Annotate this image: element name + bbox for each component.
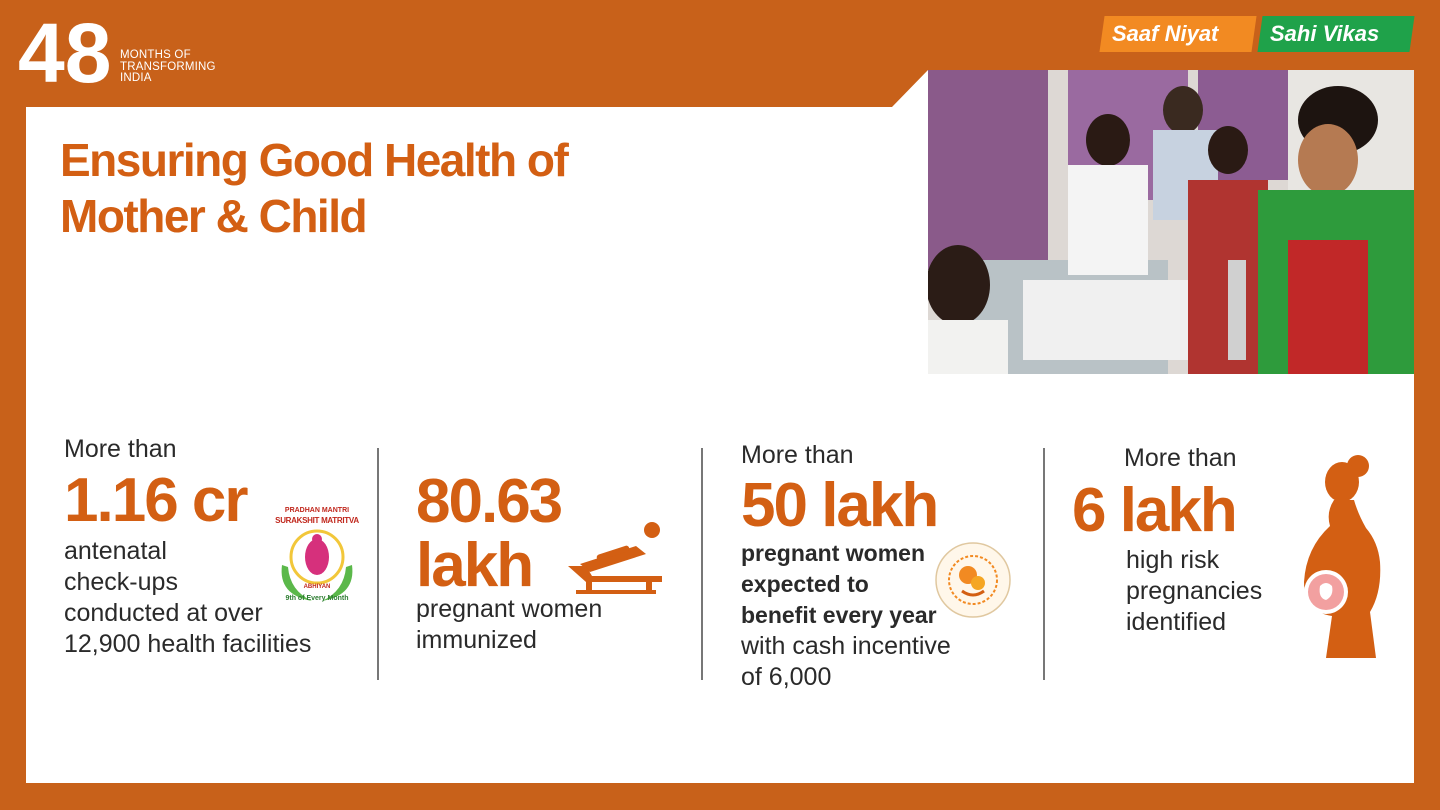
stat-3-desc-line: of 6,000	[741, 663, 832, 691]
stat-maternity-benefit: More than 50 lakh pregnant women expecte…	[741, 440, 1041, 693]
stat-2-desc-line: pregnant women	[416, 595, 603, 623]
stat-antenatal-checkups: More than 1.16 cr antenatal check-ups co…	[64, 434, 364, 660]
logo-sub-line-3: INDIA	[120, 72, 152, 84]
stat-4-description: high risk pregnancies identified	[1072, 545, 1302, 638]
48-months-logo: 48 MONTHS OF TRANSFORMING INDIA	[18, 10, 228, 94]
pregnant-woman-icon	[1296, 452, 1386, 660]
stat-1-desc-line: check-ups	[64, 568, 178, 596]
stat-2-value-line: lakh	[416, 531, 534, 600]
sahi-vikas-badge: Sahi Vikas	[1257, 16, 1415, 52]
pmsma-logo-top-text: PRADHAN MANTRI	[284, 507, 350, 514]
stat-2-description: pregnant women immunized	[416, 594, 686, 656]
stat-3-description: pregnant women expected to benefit every…	[741, 538, 1041, 693]
pmsma-logo: PRADHAN MANTRI SURAKSHIT MATRITVA ABHIYA…	[272, 505, 362, 613]
column-divider-1	[377, 448, 379, 680]
stat-4-desc-line: identified	[1126, 608, 1227, 636]
stat-high-risk-pregnancies: More than 6 lakh high risk pregnancies i…	[1072, 443, 1302, 638]
logo-sub-line-1: MONTHS OF	[120, 49, 191, 61]
pmsma-logo-mid-text: SURAKSHIT MATRITVA	[275, 516, 359, 525]
column-divider-3	[1043, 448, 1045, 680]
stat-3-value: 50 lakh	[741, 471, 939, 540]
stat-1-desc-line: antenatal	[64, 537, 167, 565]
stat-1-desc-line: conducted at over	[64, 599, 263, 627]
logo-subtitle: MONTHS OF TRANSFORMING INDIA	[120, 49, 216, 85]
column-divider-2	[701, 448, 703, 680]
logo-number-graphic: 48	[18, 10, 111, 94]
title-line-2: Mother & Child	[60, 190, 368, 242]
pmsma-logo-bot-text: ABHIYAN	[303, 584, 331, 590]
stat-3-desc-bold-line: expected to	[741, 571, 869, 597]
stat-1-desc-line: 12,900 health facilities	[64, 630, 312, 658]
svg-text:48: 48	[18, 10, 111, 94]
stat-2-desc-line: immunized	[416, 626, 537, 654]
stat-4-desc-line: pregnancies	[1126, 577, 1263, 605]
pmsma-logo-tagline: 9th of Every Month	[285, 595, 349, 602]
page-title: Ensuring Good Health of Mother & Child	[60, 132, 569, 244]
stat-pregnant-women-immunized: 80.63 lakh pregnant women immunized	[416, 470, 686, 656]
logo-sub-line-2: TRANSFORMING	[120, 60, 216, 73]
immunization-bed-icon	[566, 520, 668, 596]
stat-3-desc-bold-line: benefit every year	[741, 602, 937, 628]
title-line-1: Ensuring Good Health of	[60, 134, 569, 186]
stat-3-prefix: More than	[741, 441, 854, 469]
stat-1-prefix: More than	[64, 435, 177, 463]
stat-1-value: 1.16 cr	[64, 466, 249, 535]
clinic-photo	[928, 70, 1414, 374]
stat-2-value-line: 80.63	[416, 467, 563, 536]
stat-3-desc-line: with cash incentive	[741, 632, 951, 660]
saaf-niyat-badge: Saaf Niyat	[1099, 16, 1257, 52]
stat-3-desc-bold-line: pregnant women	[741, 540, 926, 566]
stat-2-value: 80.63 lakh	[416, 470, 686, 598]
stat-4-prefix: More than	[1124, 444, 1237, 472]
stat-4-desc-line: high risk	[1126, 546, 1220, 574]
stat-1-description: antenatal check-ups conducted at over 12…	[64, 536, 364, 660]
stat-4-value: 6 lakh	[1072, 476, 1238, 545]
pmmvy-logo	[934, 541, 1012, 619]
